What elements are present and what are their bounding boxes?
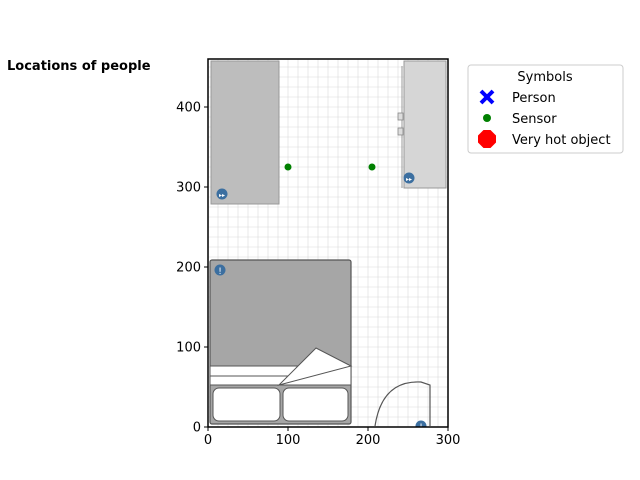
- sensor-point: [284, 163, 292, 171]
- y-tick-label: 100: [176, 341, 201, 356]
- x-tick-label: 200: [356, 433, 381, 448]
- plot-area: ▸▸ ▸▸ ! !: [208, 59, 448, 433]
- legend-label: Very hot object: [512, 133, 611, 148]
- x-tick-label: 300: [436, 433, 461, 448]
- y-tick-label: 300: [176, 181, 201, 196]
- svg-text:▸▸: ▸▸: [219, 192, 225, 199]
- legend-entry-sensor: Sensor: [483, 112, 557, 127]
- y-axis: 0 100 200 300 400: [176, 101, 208, 436]
- legend-label: Sensor: [512, 112, 557, 127]
- svg-text:!: !: [419, 423, 423, 433]
- y-tick-label: 0: [193, 421, 201, 436]
- y-tick-label: 200: [176, 261, 201, 276]
- x-axis: 0 100 200 300: [204, 427, 461, 448]
- y-tick-label: 400: [176, 101, 201, 116]
- legend: Symbols Person Sensor Very hot object: [467, 64, 624, 154]
- pillow-right: [282, 387, 349, 422]
- x-tick-label: 0: [204, 433, 212, 448]
- legend-entry-very-hot-object: Very hot object: [478, 130, 611, 148]
- octagon-marker-icon: [478, 130, 496, 148]
- chart-title: Locations of people: [7, 59, 151, 74]
- svg-text:▸▸: ▸▸: [406, 176, 412, 183]
- cabinet-right: [403, 60, 447, 189]
- legend-box: [467, 64, 624, 154]
- pillow-left: [212, 387, 281, 422]
- dot-marker-icon: [483, 114, 491, 122]
- x-marker-icon: [479, 89, 495, 105]
- legend-title: Symbols: [517, 70, 572, 85]
- alert-badge: !: [214, 264, 226, 277]
- bed: [209, 259, 353, 425]
- x-tick-label: 100: [276, 433, 301, 448]
- device-badge: ▸▸: [403, 172, 415, 184]
- legend-entry-person: Person: [479, 89, 556, 106]
- device-badge: ▸▸: [216, 188, 228, 200]
- alert-badge: !: [415, 420, 427, 433]
- sensor-point: [368, 163, 376, 171]
- floorplan: ▸▸ ▸▸ ! !: [209, 60, 447, 433]
- door: [374, 381, 431, 427]
- svg-text:!: !: [218, 267, 222, 277]
- axes-frame: [207, 58, 449, 428]
- legend-label: Person: [512, 91, 556, 106]
- wardrobe-left: [210, 60, 280, 205]
- data-marks: [284, 163, 376, 171]
